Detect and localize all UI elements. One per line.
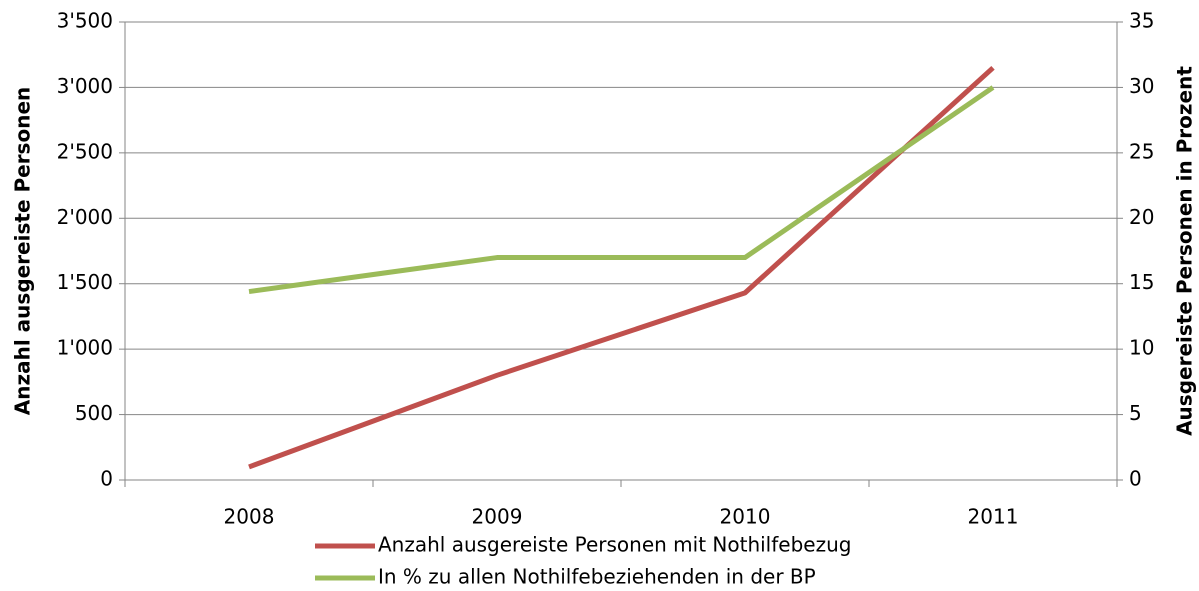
y2-tick-label: 5 — [1129, 401, 1142, 425]
y-tick-label: 3'000 — [57, 74, 113, 98]
y2-tick-label: 20 — [1129, 205, 1154, 229]
y-tick-label: 500 — [75, 401, 113, 425]
y-tick-label: 1'500 — [57, 270, 113, 294]
x-tick-label: 2009 — [472, 505, 523, 529]
y-tick-label: 3'500 — [57, 9, 113, 33]
legend-label: Anzahl ausgereiste Personen mit Nothilfe… — [378, 533, 851, 557]
y-tick-label: 2'000 — [57, 205, 113, 229]
y2-tick-label: 35 — [1129, 9, 1154, 33]
y2-tick-label: 30 — [1129, 74, 1154, 98]
y-tick-label: 0 — [100, 467, 113, 491]
y-tick-label: 1'000 — [57, 336, 113, 360]
y2-axis-label: Ausgereiste Personen in Prozent — [1173, 66, 1197, 436]
x-tick-label: 2011 — [968, 505, 1019, 529]
y2-tick-label: 10 — [1129, 336, 1154, 360]
y-axis-label: Anzahl ausgereiste Personen — [11, 87, 35, 415]
y-tick-label: 2'500 — [57, 139, 113, 163]
legend-label: In % zu allen Nothilfebeziehenden in der… — [378, 565, 816, 589]
y2-tick-label: 0 — [1129, 467, 1142, 491]
x-tick-label: 2008 — [224, 505, 275, 529]
y2-tick-label: 15 — [1129, 270, 1154, 294]
series-line — [248, 85, 995, 295]
y2-tick-label: 25 — [1129, 139, 1154, 163]
x-tick-label: 2010 — [720, 505, 771, 529]
series-line — [248, 65, 995, 470]
